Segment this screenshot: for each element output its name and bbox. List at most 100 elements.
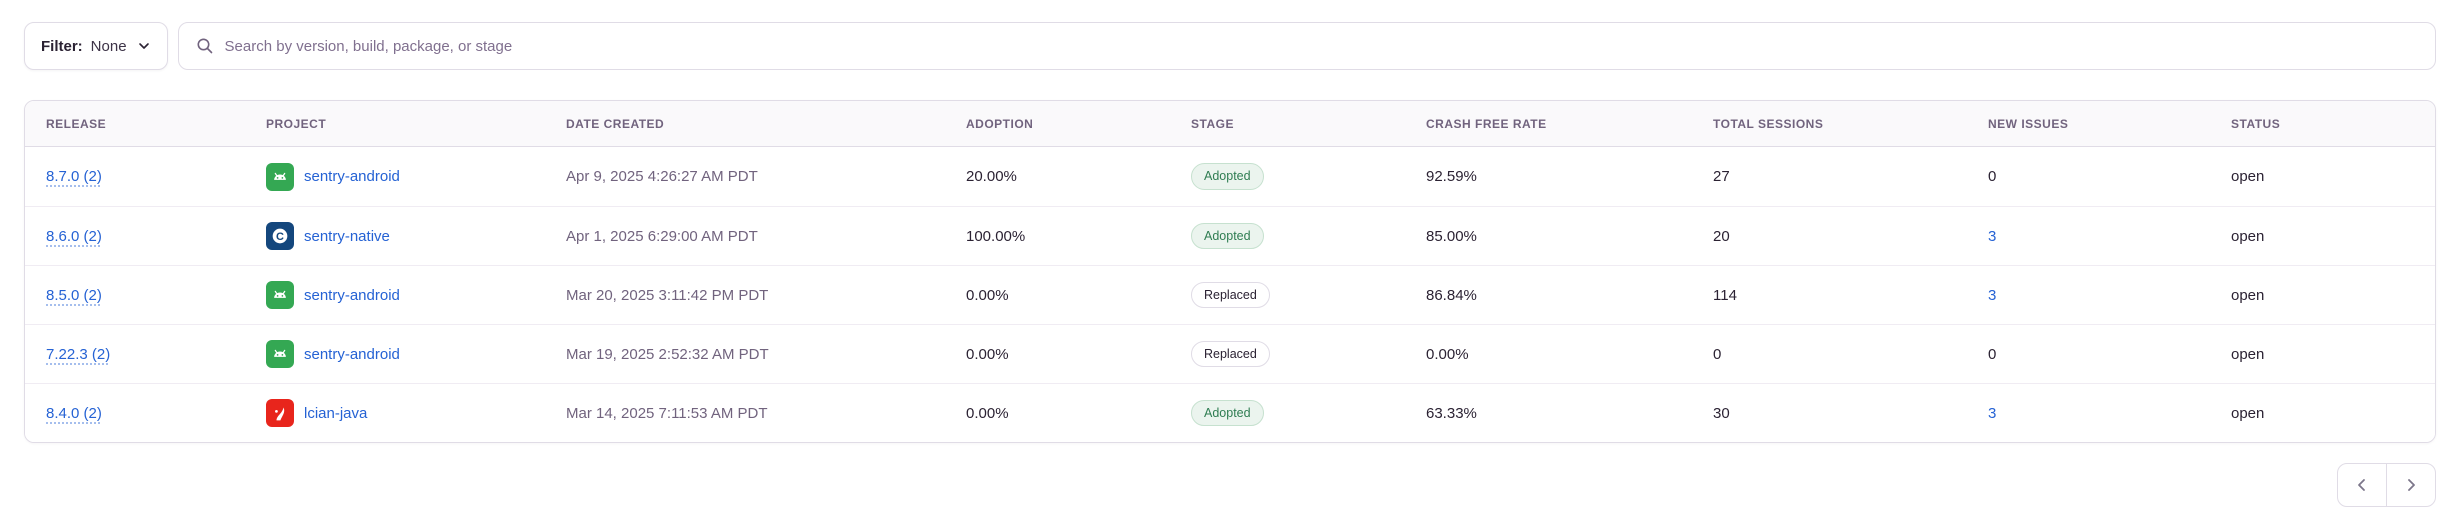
column-header: RELEASE xyxy=(46,116,107,131)
stage-cell: Adopted xyxy=(1170,399,1405,427)
project-link[interactable]: sentry-android xyxy=(304,286,400,304)
new-issues-count: 0 xyxy=(1988,168,1997,185)
chevron-left-icon xyxy=(2354,477,2370,493)
total-sessions-cell: 0 xyxy=(1713,345,1722,363)
java-icon: C xyxy=(266,399,294,427)
search-box xyxy=(177,22,2436,70)
column-header: STATUS xyxy=(2231,116,2281,131)
status-cell: open xyxy=(2231,227,2265,245)
status-cell: open xyxy=(2231,404,2265,422)
release-cell: 8.6.0 (2) xyxy=(25,228,245,245)
new-issues-link[interactable]: 3 xyxy=(1988,227,1997,245)
new-issues-count: 0 xyxy=(1988,345,1997,363)
stage-cell: Adopted xyxy=(1170,222,1405,250)
column-header: ADOPTION xyxy=(966,116,1034,131)
column-header: DATE CREATED xyxy=(566,116,665,131)
table-row: 8.4.0 (2) C lcian-java xyxy=(25,383,2435,442)
chevron-right-icon xyxy=(2403,477,2419,493)
adoption-cell: 20.00% xyxy=(966,168,1017,185)
date-created-cell: Mar 14, 2025 7:11:53 AM PDT xyxy=(566,404,768,422)
status-cell: open xyxy=(2231,168,2265,185)
stage-badge: Replaced xyxy=(1191,281,1270,309)
date-created-cell: Apr 1, 2025 6:29:00 AM PDT xyxy=(566,227,758,245)
project-link[interactable]: lcian-java xyxy=(304,404,368,422)
table-row: 8.6.0 (2) C sentry-native xyxy=(25,206,2435,265)
project-cell: C sentry-native xyxy=(245,222,545,250)
total-sessions-cell: 20 xyxy=(1713,227,1730,245)
adoption-cell: 100.00% xyxy=(966,227,1026,245)
date-created-cell: Mar 19, 2025 2:52:32 AM PDT xyxy=(566,345,769,363)
column-header: STAGE xyxy=(1191,116,1234,131)
next-page-button[interactable] xyxy=(2386,463,2436,507)
android-icon: C xyxy=(266,340,294,368)
crash-free-rate-cell: 0.00% xyxy=(1426,345,1469,363)
previous-page-button[interactable] xyxy=(2337,463,2387,507)
filter-button[interactable]: Filter: None xyxy=(24,22,168,70)
new-issues-link[interactable]: 3 xyxy=(1988,404,1997,422)
project-link[interactable]: sentry-native xyxy=(304,227,390,245)
total-sessions-cell: 30 xyxy=(1713,404,1730,422)
new-issues-cell: 3 xyxy=(1967,287,2210,304)
new-issues-cell: 3 xyxy=(1967,228,2210,245)
filter-value: None xyxy=(90,37,127,55)
stage-cell: Replaced xyxy=(1170,340,1405,368)
release-version-link[interactable]: 8.4.0 (2) xyxy=(46,404,102,422)
total-sessions-cell: 27 xyxy=(1713,168,1730,185)
android-icon: C xyxy=(266,281,294,309)
project-link[interactable]: sentry-android xyxy=(304,345,400,363)
project-cell: C sentry-android xyxy=(245,162,545,191)
release-version-link[interactable]: 7.22.3 (2) xyxy=(46,345,111,363)
table-row: 8.5.0 (2) C sentry-android xyxy=(25,265,2435,324)
stage-cell: Replaced xyxy=(1170,281,1405,309)
date-created-cell: Apr 9, 2025 4:26:27 AM PDT xyxy=(566,168,758,185)
release-version-link[interactable]: 8.5.0 (2) xyxy=(46,286,102,304)
column-header: TOTAL SESSIONS xyxy=(1713,116,1824,131)
project-link[interactable]: sentry-android xyxy=(304,168,400,185)
pagination xyxy=(24,463,2436,507)
search-input[interactable] xyxy=(224,37,2418,55)
table-row: 7.22.3 (2) C sentry-android xyxy=(25,324,2435,383)
new-issues-cell: 0 xyxy=(1967,168,2210,185)
table-row: 8.7.0 (2) C sentry-android xyxy=(25,147,2435,206)
new-issues-link[interactable]: 3 xyxy=(1988,286,1997,304)
svg-text:C: C xyxy=(276,231,284,243)
column-header: CRASH FREE RATE xyxy=(1426,116,1547,131)
filter-label: Filter: xyxy=(41,37,83,55)
adoption-cell: 0.00% xyxy=(966,404,1009,422)
release-version-link[interactable]: 8.6.0 (2) xyxy=(46,227,102,245)
releases-table: RELEASE PROJECT DATE CREATED ADOPTION STAGE C… xyxy=(24,100,2436,443)
table-body: 8.7.0 (2) C sentry-android xyxy=(25,147,2435,442)
release-cell: 8.5.0 (2) xyxy=(25,287,245,304)
project-cell: C sentry-android xyxy=(245,281,545,309)
chevron-down-icon xyxy=(137,39,151,53)
crash-free-rate-cell: 86.84% xyxy=(1426,286,1477,304)
stage-cell: Adopted xyxy=(1170,163,1405,190)
adoption-cell: 0.00% xyxy=(966,345,1009,363)
release-version-link[interactable]: 8.7.0 (2) xyxy=(46,168,102,185)
android-icon: C xyxy=(266,162,294,191)
new-issues-cell: 0 xyxy=(1967,346,2210,363)
search-icon xyxy=(196,37,214,55)
status-cell: open xyxy=(2231,286,2265,304)
table-header-row: RELEASE PROJECT DATE CREATED ADOPTION STAGE C… xyxy=(25,101,2435,147)
release-cell: 8.7.0 (2) xyxy=(25,168,245,185)
stage-badge: Adopted xyxy=(1191,399,1264,427)
toolbar: Filter: None xyxy=(24,22,2436,70)
total-sessions-cell: 114 xyxy=(1713,286,1737,304)
date-created-cell: Mar 20, 2025 3:11:42 PM PDT xyxy=(566,286,769,304)
release-cell: 8.4.0 (2) xyxy=(25,405,245,422)
column-header: NEW ISSUES xyxy=(1988,116,2069,131)
stage-badge: Adopted xyxy=(1191,222,1264,250)
crash-free-rate-cell: 85.00% xyxy=(1426,227,1477,245)
column-header: PROJECT xyxy=(266,116,327,131)
project-cell: C lcian-java xyxy=(245,399,545,427)
stage-badge: Adopted xyxy=(1191,163,1264,190)
project-cell: C sentry-android xyxy=(245,340,545,368)
crash-free-rate-cell: 63.33% xyxy=(1426,404,1477,422)
release-cell: 7.22.3 (2) xyxy=(25,346,245,363)
c-icon: C xyxy=(266,222,294,250)
new-issues-cell: 3 xyxy=(1967,405,2210,422)
adoption-cell: 0.00% xyxy=(966,286,1009,304)
status-cell: open xyxy=(2231,345,2265,363)
stage-badge: Replaced xyxy=(1191,340,1270,368)
